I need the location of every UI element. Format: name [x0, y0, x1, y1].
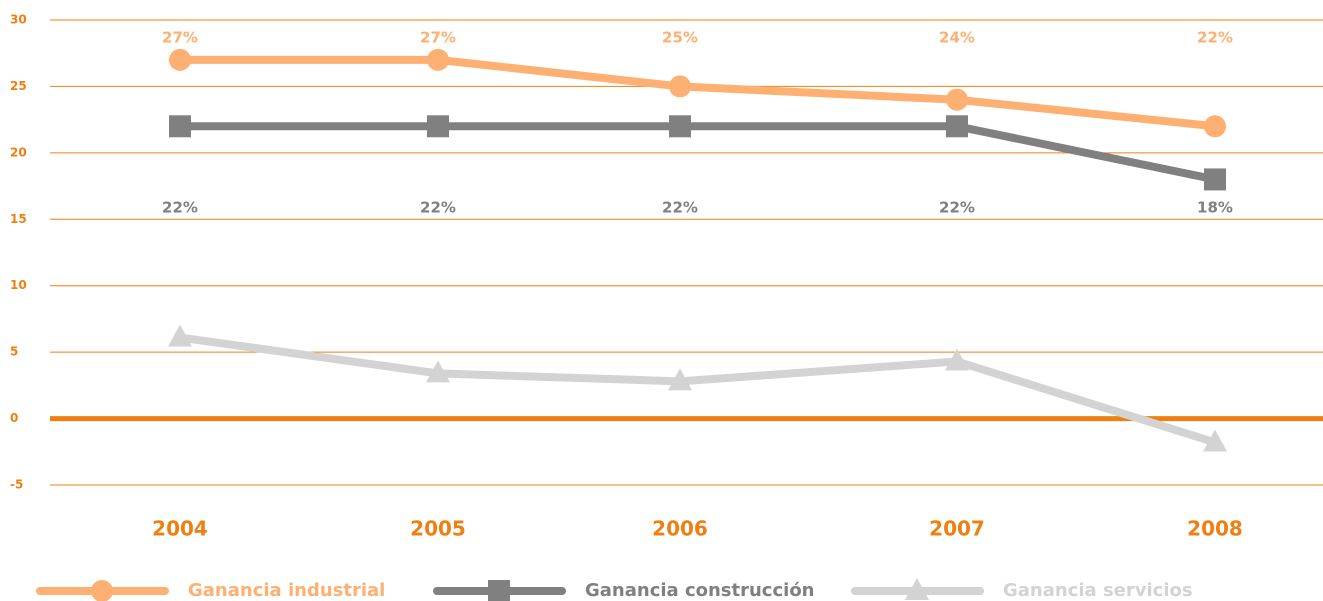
line [180, 55, 1216, 131]
y-tick-label: 10 [10, 278, 27, 292]
point [668, 368, 692, 391]
x-tick-label: 2005 [410, 517, 466, 541]
y-tick-label: 25 [10, 79, 27, 93]
data-label: 22% [662, 199, 698, 217]
x-tick-label: 2008 [1187, 517, 1243, 541]
x-tick-label: 2006 [652, 517, 708, 541]
y-tick-label: 30 [10, 13, 27, 27]
point [945, 348, 969, 371]
y-tick-label: -5 [10, 478, 23, 492]
data-label: 22% [939, 199, 975, 217]
point [169, 115, 191, 138]
point [946, 88, 968, 111]
legend-label: Ganancia industrial [188, 580, 385, 601]
legend-label: Ganancia construcción [585, 580, 815, 601]
data-label: 22% [162, 199, 198, 217]
data-label: 27% [420, 29, 456, 47]
point [946, 115, 968, 138]
data-label: 22% [1197, 29, 1233, 47]
point [1204, 168, 1226, 191]
x-tick-label: 2007 [929, 517, 985, 541]
point [488, 580, 510, 601]
data-label: 24% [939, 29, 975, 47]
y-tick-label: 5 [10, 345, 18, 359]
point [669, 75, 691, 98]
x-tick-label: 2004 [152, 517, 208, 541]
point [426, 360, 450, 383]
data-label: 25% [662, 29, 698, 47]
y-tick-label: 0 [10, 411, 18, 425]
point [1204, 115, 1226, 138]
point [168, 324, 192, 347]
legend-label: Ganancia servicios [1003, 580, 1193, 601]
point [669, 115, 691, 138]
y-tick-label: 20 [10, 145, 27, 159]
point [905, 578, 929, 600]
data-label: 18% [1197, 199, 1233, 217]
point [427, 48, 449, 71]
line [179, 333, 1217, 447]
point [91, 580, 113, 601]
data-label: 27% [162, 29, 198, 47]
point [427, 115, 449, 138]
point [169, 48, 191, 71]
point [1203, 429, 1227, 452]
y-tick-label: 15 [10, 212, 27, 226]
data-label: 22% [420, 199, 456, 217]
